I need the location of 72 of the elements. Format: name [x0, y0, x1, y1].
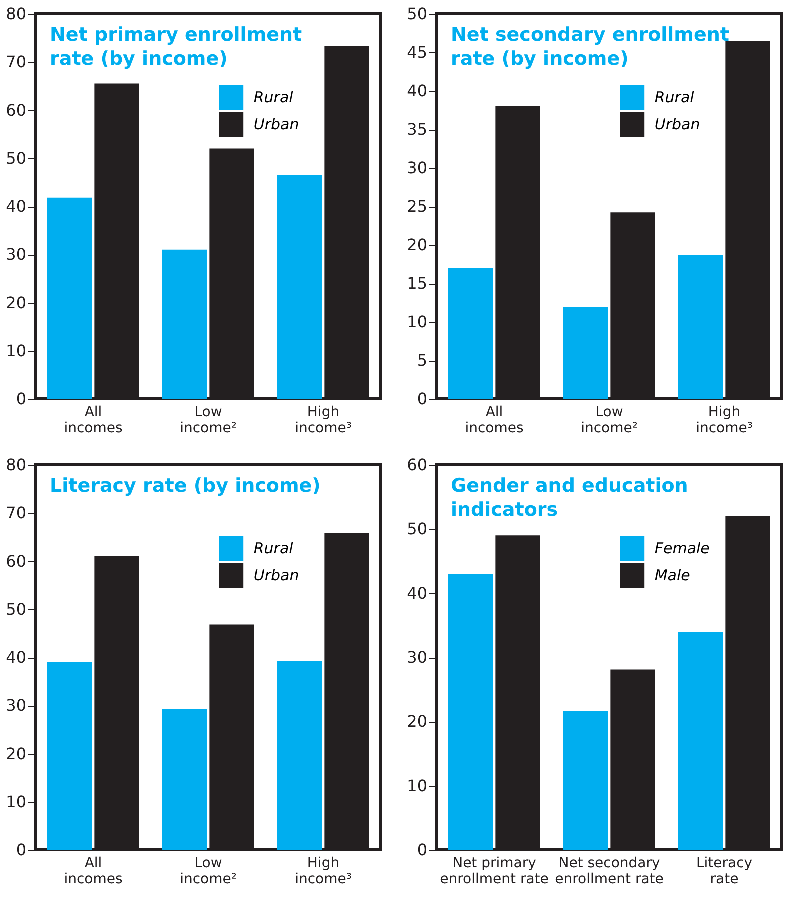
- y-tick-label: 30: [6, 696, 26, 716]
- text: Literacy rate (by income): [50, 475, 321, 497]
- x-tick-label: Net primary enrollment rate: [440, 856, 549, 888]
- y-tick-label: 20: [6, 744, 26, 764]
- bar: [162, 708, 208, 850]
- y-tick-label: 0: [16, 390, 26, 408]
- x-tick-label: High income³: [295, 856, 352, 888]
- y-tick-label: 30: [6, 245, 26, 264]
- bar: [448, 574, 494, 850]
- legend-label: Male: [654, 566, 690, 585]
- y-tick-label: 60: [6, 552, 26, 571]
- y-tick-label: 50: [407, 4, 428, 24]
- legend-label: Urban: [254, 566, 300, 585]
- y-tick-label: 30: [407, 648, 428, 667]
- y-tick-label: 10: [6, 341, 26, 360]
- bar: [678, 255, 724, 399]
- y-tick-label: 45: [407, 43, 428, 62]
- y-tick-label: 40: [407, 584, 428, 603]
- y-tick-label: 0: [417, 390, 428, 408]
- bar: [678, 632, 724, 850]
- bar: [564, 711, 608, 850]
- y-tick-label: 50: [6, 148, 26, 168]
- bar: [564, 307, 608, 399]
- y-tick-label: 10: [6, 792, 26, 812]
- x-tick-label: Low income²: [180, 856, 237, 888]
- y-tick-label: 70: [6, 504, 26, 523]
- x-tick-label: High income³: [696, 404, 753, 436]
- x-tick-label: All incomes: [64, 856, 123, 888]
- y-tick-label: 70: [6, 52, 26, 72]
- legend-label: Rural: [254, 88, 294, 107]
- y-tick-label: 20: [6, 293, 26, 312]
- x-tick-label: High income³: [295, 404, 352, 436]
- x-tick-label: Net secondary enrollment rate: [555, 856, 664, 888]
- x-tick-label: Low income²: [581, 404, 638, 436]
- x-tick-label: Low income²: [180, 404, 237, 436]
- text: Gender and education indicators: [451, 475, 688, 521]
- y-tick-label: 40: [6, 648, 26, 667]
- bar: [278, 175, 322, 399]
- text: Net secondary enrollment rate (by income): [451, 24, 730, 70]
- legend-label: Urban: [254, 116, 300, 134]
- y-tick-label: 15: [407, 274, 428, 293]
- legend-label: Rural: [254, 540, 294, 558]
- y-tick-label: 80: [6, 4, 26, 24]
- y-tick-label: 30: [407, 158, 428, 178]
- bar: [48, 662, 92, 850]
- y-tick-label: 20: [407, 236, 428, 254]
- y-tick-label: 60: [407, 456, 428, 474]
- legend-label: Urban: [654, 116, 700, 134]
- y-tick-label: 40: [6, 197, 26, 216]
- bar: [162, 250, 208, 399]
- y-tick-label: 0: [417, 840, 428, 860]
- bar: [48, 198, 92, 399]
- y-tick-label: 60: [6, 100, 26, 120]
- y-tick-label: 35: [407, 120, 428, 139]
- y-tick-label: 20: [407, 712, 428, 732]
- y-tick-label: 25: [407, 197, 428, 216]
- y-tick-label: 10: [407, 312, 428, 332]
- y-tick-label: 80: [6, 456, 26, 474]
- x-tick-label: Literacy rate: [696, 856, 753, 888]
- legend-label: Rural: [654, 88, 696, 107]
- text: Net primary enrollment rate (by income): [50, 24, 302, 70]
- y-tick-label: 40: [407, 82, 428, 100]
- legend-label: Female: [654, 540, 710, 558]
- x-tick-label: All incomes: [64, 404, 123, 436]
- y-tick-label: 10: [407, 776, 428, 796]
- y-tick-label: 50: [6, 600, 26, 619]
- bar: [278, 661, 322, 850]
- y-tick-label: 50: [407, 520, 428, 539]
- x-tick-label: All incomes: [465, 404, 524, 436]
- y-tick-label: 5: [417, 351, 428, 370]
- y-tick-label: 0: [16, 840, 26, 860]
- bar: [448, 268, 494, 399]
